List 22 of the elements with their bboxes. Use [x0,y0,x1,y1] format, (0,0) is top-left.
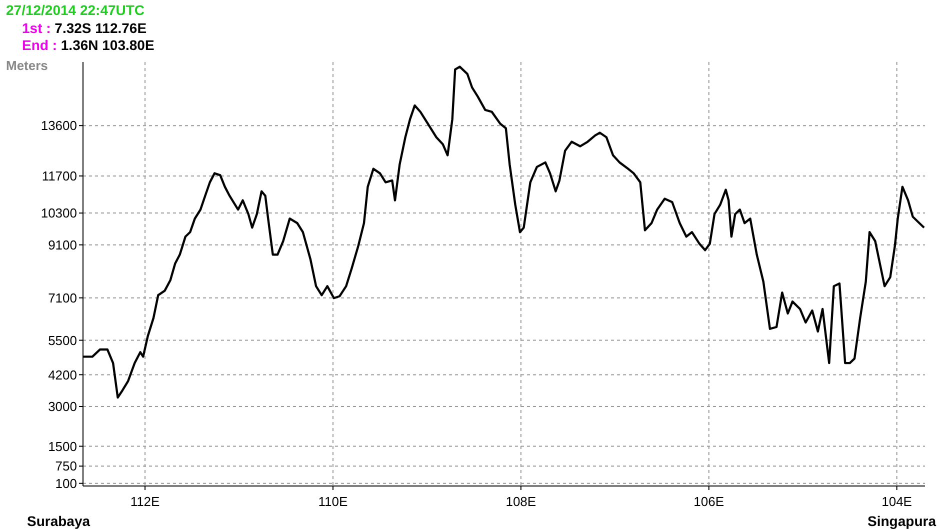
y-tick-label: 3000 [48,399,77,414]
y-tick-label: 11700 [42,168,77,184]
y-tick-label: 750 [55,458,77,474]
x-tick-label: 104E [882,494,912,509]
y-axis-title: Meters [6,58,48,73]
x-tick-label: 106E [694,494,724,509]
y-tick-label: 100 [55,476,77,491]
y-tick-label: 10300 [40,206,77,221]
chart-title: 27/12/2014 22:47UTC [6,2,145,18]
text: 1st : 7.32S 112.76E [22,20,147,36]
text: Surabaya [27,513,90,529]
y-tick-label: 7100 [48,290,77,306]
x-tick-label: 112E [130,494,160,509]
y-tick-label: 1500 [48,438,77,454]
y-tick-label: 9100 [48,237,77,252]
y-tick-label: 13600 [40,118,77,134]
text: Singapura [868,513,936,529]
x-tick-label: 108E [506,494,536,509]
x-tick-label: 110E [318,494,348,509]
text: End : 1.36N 103.80E [22,37,154,53]
y-tick-label: 4200 [48,367,77,382]
y-tick-label: 5500 [48,332,77,348]
